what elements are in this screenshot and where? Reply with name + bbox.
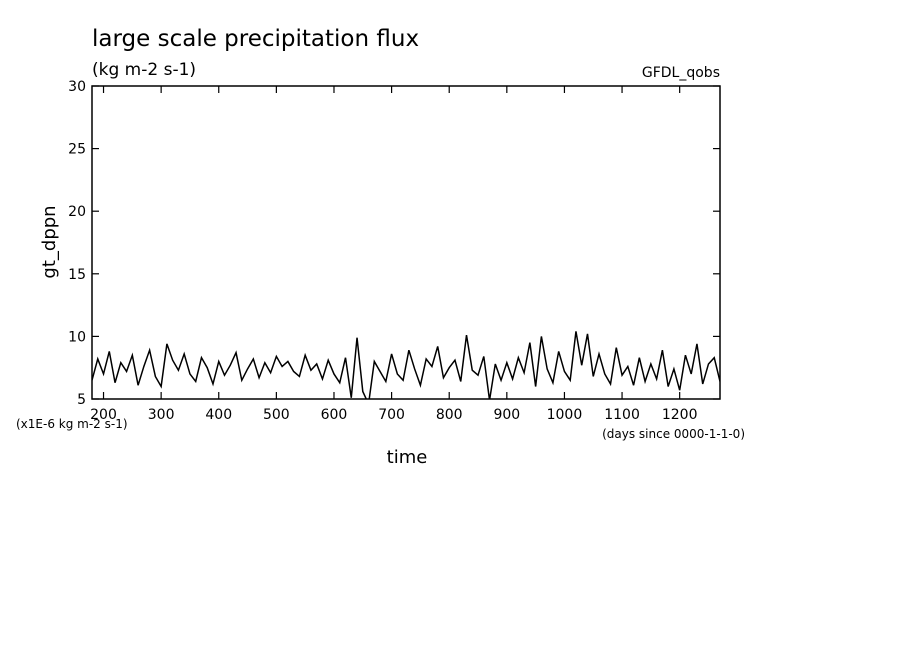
data-line [92,331,720,399]
x-tick-label: 600 [321,407,348,423]
x-axis-label: time [387,447,428,468]
chart-subtitle: (kg m-2 s-1) [92,60,196,80]
y-tick-label: 30 [68,79,86,95]
y-tick-label: 20 [68,204,86,220]
y-tick-label: 15 [68,267,86,283]
chart-title: large scale precipitation flux [92,26,419,52]
x-unit-note: (days since 0000-1-1-0) [602,427,745,441]
x-tick-label: 1200 [662,407,698,423]
x-tick-label: 200 [90,407,117,423]
y-unit-note: (x1E-6 kg m-2 s-1) [16,417,128,431]
x-tick-label: 1000 [547,407,583,423]
x-tick-label: 300 [148,407,175,423]
x-tick-label: 500 [263,407,290,423]
x-tick-label: 400 [205,407,232,423]
y-tick-label: 25 [68,142,86,158]
source-label: GFDL_qobs [642,65,720,81]
y-axis-label: gt_dppn [39,205,60,278]
plot-frame [91,85,721,400]
x-tick-label: 700 [378,407,405,423]
y-tick-label: 10 [68,329,86,345]
x-tick-label: 1100 [604,407,640,423]
y-tick-label: 5 [77,392,86,408]
x-tick-label: 900 [493,407,520,423]
x-tick-label: 800 [436,407,463,423]
